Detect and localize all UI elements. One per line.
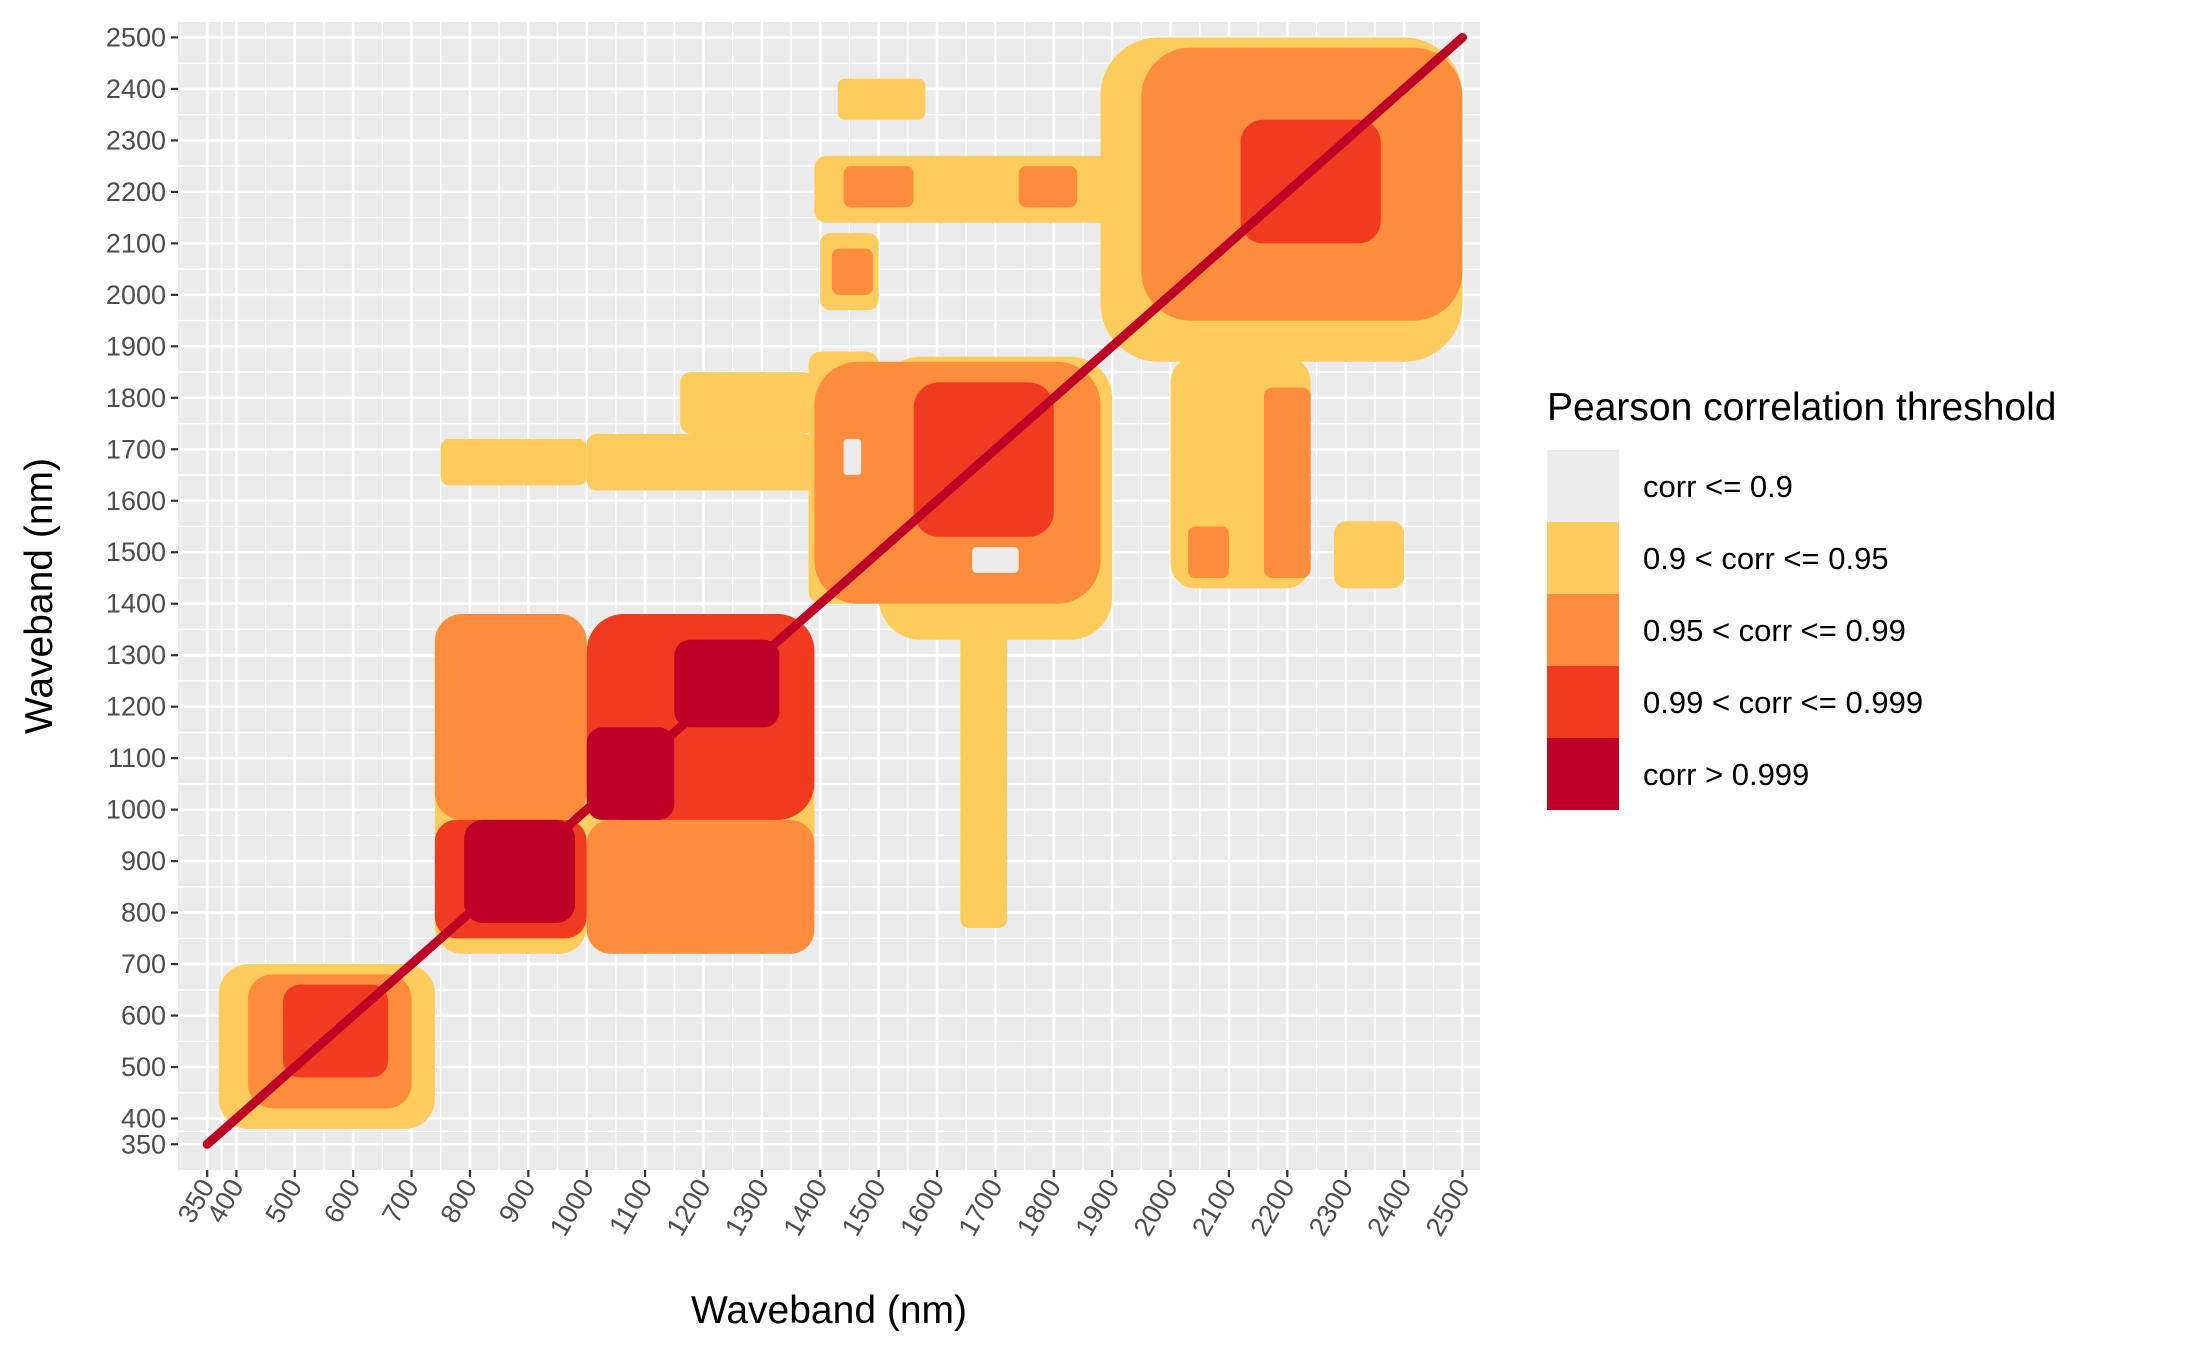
y-tick-label: 1600 <box>106 486 166 516</box>
corr-region-level-2 <box>1018 166 1078 208</box>
legend-key <box>1547 522 1619 594</box>
corr-region-level-1 <box>1334 521 1405 589</box>
x-tick-label: 2200 <box>1245 1174 1301 1241</box>
corr-region-level-0 <box>843 438 862 476</box>
x-tick-label: 1200 <box>661 1174 717 1241</box>
x-axis-title: Waveband (nm) <box>691 1289 967 1332</box>
y-tick-label: 1200 <box>106 692 166 722</box>
y-tick-label: 2300 <box>106 125 166 155</box>
legend-key <box>1547 450 1619 522</box>
y-tick-label: 1700 <box>106 434 166 464</box>
corr-region-level-2 <box>586 819 815 954</box>
legend-label: 0.9 < corr <= 0.95 <box>1643 541 1889 576</box>
corr-diagonal <box>202 32 1467 1149</box>
correlation-regions <box>202 32 1467 1149</box>
corr-region-level-1 <box>680 372 815 434</box>
y-tick-label: 1100 <box>108 743 166 773</box>
x-tick-label: 1300 <box>719 1174 775 1241</box>
y-tick-label: 1800 <box>106 383 166 413</box>
y-tick-label: 400 <box>121 1104 166 1134</box>
legend-keys: corr <= 0.9 0.9 < corr <= 0.95 0.95 < corr… <box>1547 450 1923 810</box>
corr-region-level-3 <box>1240 119 1381 244</box>
x-tick-label: 1400 <box>777 1174 833 1241</box>
corr-region-level-1 <box>440 438 587 486</box>
x-tick-label: 1000 <box>544 1174 600 1241</box>
x-tick-label: 1700 <box>953 1174 1009 1241</box>
x-tick-label: 1600 <box>894 1174 950 1241</box>
x-tick-label: 700 <box>376 1174 425 1228</box>
legend: Pearson correlation threshold corr <= 0.… <box>1547 386 2056 810</box>
legend-label: 0.95 < corr <= 0.99 <box>1643 613 1906 648</box>
x-tick-label: 1800 <box>1011 1174 1067 1241</box>
y-tick-label: 500 <box>121 1052 166 1082</box>
corr-region-level-0 <box>972 547 1019 573</box>
x-tick-label: 2400 <box>1361 1174 1417 1241</box>
y-tick-label: 700 <box>121 949 166 979</box>
corr-region-level-1 <box>586 433 815 491</box>
x-tick-label: 2300 <box>1303 1174 1359 1241</box>
y-tick-label: 350 <box>121 1129 166 1159</box>
y-tick-label: 900 <box>121 846 166 876</box>
x-tick-label: 2000 <box>1128 1174 1184 1241</box>
x-tick-label: 1900 <box>1069 1174 1125 1241</box>
y-tick-label: 1300 <box>106 640 166 670</box>
x-tick-label: 600 <box>318 1174 367 1228</box>
legend-label: 0.99 < corr <= 0.999 <box>1643 685 1923 720</box>
y-tick-label: 1000 <box>106 795 166 825</box>
corr-region-level-2 <box>843 166 914 208</box>
x-tick-label: 500 <box>259 1174 308 1228</box>
y-tick-label: 2100 <box>106 228 166 258</box>
legend-label: corr > 0.999 <box>1643 757 1809 792</box>
y-tick-label: 800 <box>121 898 166 928</box>
corr-region-level-1 <box>960 603 1008 929</box>
x-tick-label: 2100 <box>1186 1174 1242 1241</box>
corr-region-level-2 <box>1188 526 1229 578</box>
corr-region-level-2 <box>434 614 587 820</box>
x-tick-label: 1500 <box>836 1174 892 1241</box>
legend-key <box>1547 594 1619 666</box>
y-axis-title: Waveband (nm) <box>18 458 61 734</box>
corr-region-level-2 <box>831 248 873 295</box>
corr-region-level-1 <box>837 78 926 120</box>
y-tick-label: 2400 <box>106 74 166 104</box>
legend-key <box>1547 738 1619 810</box>
y-tick-label: 2500 <box>106 22 166 52</box>
y-tick-label: 600 <box>121 1001 166 1031</box>
x-tick-label: 900 <box>493 1174 542 1228</box>
x-tick-label: 1100 <box>603 1174 658 1239</box>
y-tick-label: 2200 <box>106 177 166 207</box>
y-tick-label: 1500 <box>106 537 166 567</box>
y-tick-label: 1400 <box>106 589 166 619</box>
y-tick-label: 1900 <box>106 331 166 361</box>
y-tick-label: 2000 <box>106 280 166 310</box>
legend-key <box>1547 666 1619 738</box>
x-tick-label: 800 <box>435 1174 484 1228</box>
legend-label: corr <= 0.9 <box>1643 469 1793 504</box>
x-tick-label: 2500 <box>1420 1174 1476 1241</box>
legend-title: Pearson correlation threshold <box>1547 386 2056 429</box>
corr-region-level-2 <box>1263 387 1311 578</box>
